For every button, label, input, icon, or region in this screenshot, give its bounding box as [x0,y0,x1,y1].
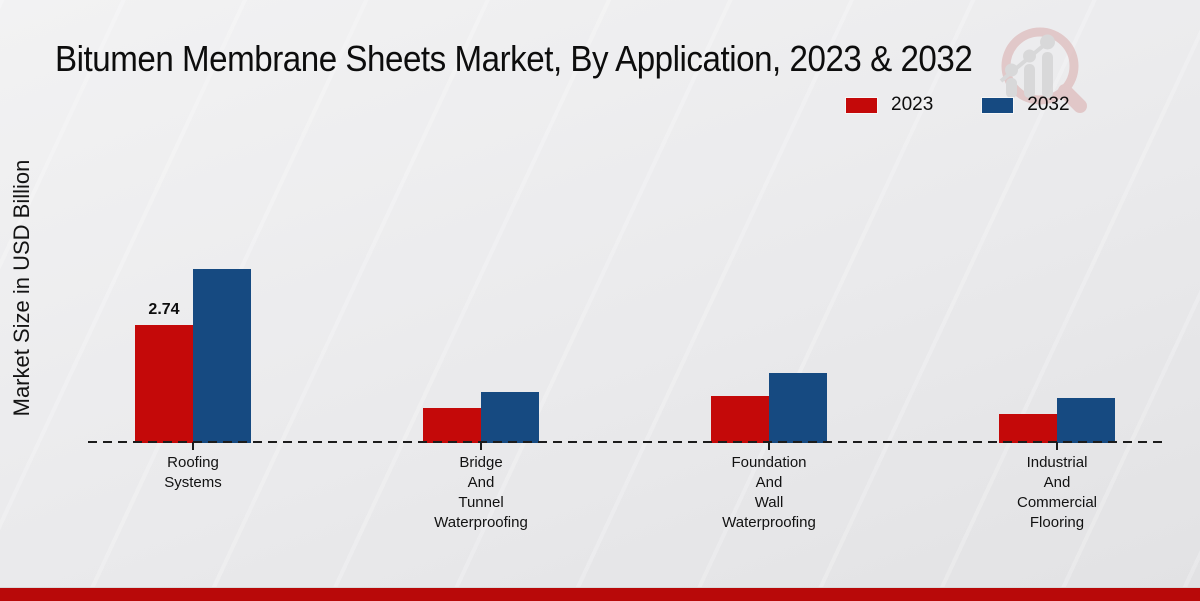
category-label-2: Foundation And Wall Waterproofing [722,454,816,531]
bar-2032-0 [193,269,251,443]
magnifier-growth-chart-watermark-icon [999,27,1087,113]
bar-2023-1 [423,408,481,443]
y-axis-label: Market Size in USD Billion [9,159,34,417]
chart-title: Bitumen Membrane Sheets Market, By Appli… [55,38,973,79]
legend-swatch-2032 [981,96,1015,114]
category-label-0: Roofing Systems [164,454,222,491]
bar-2023-0 [135,325,193,443]
legend-label-2023: 2023 [891,94,934,115]
x-axis-tick [480,442,482,450]
bar-2032-1 [481,392,539,443]
bar-value-label: 2.74 [148,301,180,318]
legend-item-2032: 2032 [981,94,1070,116]
category-label-1: Bridge And Tunnel Waterproofing [434,454,528,531]
footer-accent-strip [0,587,1200,601]
bar-2032-2 [769,373,827,443]
bar-2023-3 [999,414,1057,443]
category-label-3: Industrial And Commercial Flooring [1016,454,1097,531]
x-axis-tick [1056,442,1058,450]
x-axis-tick [192,442,194,450]
bar-2032-3 [1057,398,1115,443]
legend: 2023 2032 [845,94,1070,116]
legend-item-2023: 2023 [845,94,933,116]
x-axis-tick [768,442,770,450]
legend-swatch-2023 [845,96,878,114]
bar-2023-2 [711,396,769,443]
legend-label-2032: 2032 [1027,94,1070,115]
